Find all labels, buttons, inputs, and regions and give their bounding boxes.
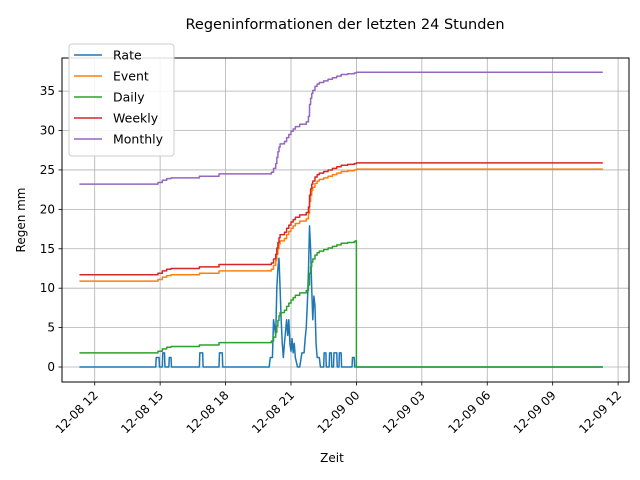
x-tick-label: 12-08 21: [249, 388, 297, 436]
x-tick-label: 12-09 12: [576, 388, 624, 436]
y-tick-label: 0: [47, 360, 55, 374]
y-tick-label: 20: [40, 202, 55, 216]
y-axis-ticks: 0 5 10 15 20 25 30 35: [40, 84, 62, 374]
x-tick-label: 12-09 03: [380, 388, 428, 436]
grid: [62, 58, 629, 382]
x-tick-label: 12-08 15: [118, 388, 166, 436]
x-axis-label: Zeit: [320, 451, 344, 465]
chart-title: Regeninformationen der letzten 24 Stunde…: [185, 17, 504, 33]
series-lines: [79, 71, 603, 368]
series-line-monthly: [79, 71, 603, 185]
legend-box: [68, 43, 175, 157]
legend-label-weekly: Weekly: [113, 111, 159, 126]
x-tick-label: 12-09 00: [314, 388, 362, 436]
x-tick-label: 12-09 09: [511, 388, 559, 436]
legend-label-daily: Daily: [113, 90, 145, 105]
legend-label-monthly: Monthly: [113, 132, 164, 147]
y-tick-label: 25: [40, 163, 55, 177]
x-tick-label: 12-09 06: [445, 388, 493, 436]
y-tick-label: 10: [40, 281, 55, 295]
y-tick-label: 15: [40, 242, 55, 256]
x-axis-ticks: 12-08 12 12-08 15 12-08 18 12-08 21 12-09 00…: [53, 382, 624, 436]
y-tick-label: 30: [40, 124, 55, 138]
series-line-rate: [79, 225, 603, 368]
y-tick-label: 35: [40, 84, 55, 98]
x-tick-label: 12-08 12: [53, 388, 101, 436]
x-tick-label: 12-08 18: [184, 388, 232, 436]
legend-label-rate: Rate: [113, 48, 142, 63]
series-line-daily: [79, 240, 603, 368]
series-line-weekly: [79, 162, 603, 276]
plot-frame: [61, 57, 630, 383]
y-axis-label: Regen mm: [14, 188, 28, 253]
legend: Rate Event Daily Weekly Monthly: [68, 43, 175, 157]
y-tick-label: 5: [47, 321, 55, 335]
legend-label-event: Event: [113, 69, 149, 84]
series-line-event: [79, 168, 603, 282]
